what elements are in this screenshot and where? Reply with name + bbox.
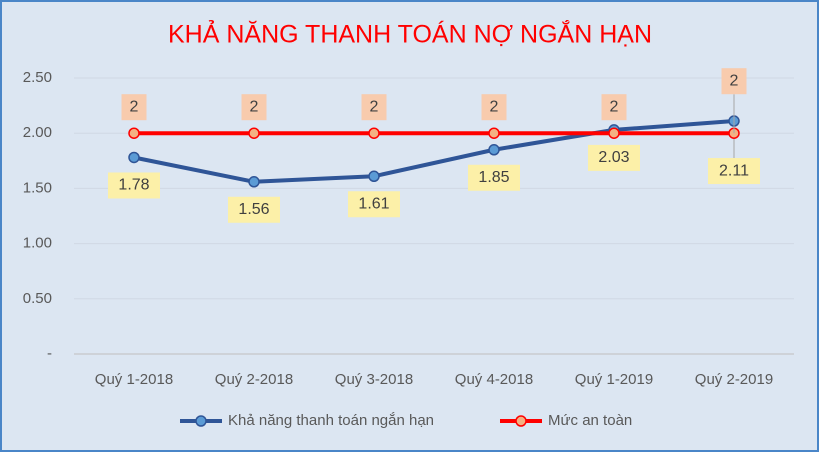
data-label: 2 <box>730 72 739 89</box>
x-tick-label: Quý 2-2019 <box>695 371 773 388</box>
data-label: 1.61 <box>358 195 389 212</box>
x-tick-label: Quý 2-2018 <box>215 371 293 388</box>
data-label: 2 <box>370 98 379 115</box>
data-label-box <box>708 158 760 185</box>
x-tick-label: Quý 3-2018 <box>335 371 413 388</box>
marker <box>248 127 260 139</box>
data-label-box <box>721 68 747 95</box>
data-label: 2.03 <box>598 149 629 166</box>
marker <box>368 170 380 183</box>
data-label: 1.78 <box>118 177 149 194</box>
data-label-box <box>228 196 280 223</box>
y-tick-label: 2.50 <box>23 69 52 86</box>
marker <box>248 176 260 188</box>
marker <box>488 127 500 139</box>
marker <box>608 127 620 139</box>
data-label-box <box>121 94 147 121</box>
marker <box>128 151 140 164</box>
data-label: 2.11 <box>719 162 749 179</box>
data-label: 2 <box>130 98 139 115</box>
data-label: 2 <box>490 98 499 115</box>
data-label-box <box>468 164 520 191</box>
data-label-box <box>361 94 387 121</box>
legend-marker <box>515 415 527 427</box>
data-label-box <box>241 94 267 121</box>
data-label-box <box>481 94 507 121</box>
marker <box>128 127 140 139</box>
marker <box>488 144 500 156</box>
y-tick-label: 2.00 <box>23 124 52 141</box>
data-label-box <box>601 94 627 121</box>
y-tick-label: 1.00 <box>23 235 52 252</box>
data-label-box <box>108 172 160 199</box>
legend-marker <box>195 415 207 427</box>
y-tick-label: 1.50 <box>23 179 52 196</box>
data-label-box <box>588 144 640 171</box>
chart-title: KHẢ NĂNG THANH TOÁN NỢ NGẮN HẠN <box>168 19 652 49</box>
legend-label: Mức an toàn <box>548 412 632 429</box>
data-label: 1.56 <box>238 201 269 218</box>
x-tick-label: Quý 4-2018 <box>455 371 533 388</box>
data-label: 2 <box>250 98 259 115</box>
y-tick-label: 0.50 <box>23 290 52 307</box>
x-tick-label: Quý 1-2019 <box>575 371 653 388</box>
x-tick-label: Quý 1-2018 <box>95 371 173 388</box>
data-label-box <box>348 191 400 218</box>
data-label: 1.85 <box>478 169 509 186</box>
data-label: 2 <box>610 98 619 115</box>
series-line <box>133 119 735 184</box>
legend-label: Khả năng thanh toán ngắn hạn <box>228 412 434 429</box>
marker <box>368 127 380 139</box>
y-tick-label: - <box>47 345 52 362</box>
